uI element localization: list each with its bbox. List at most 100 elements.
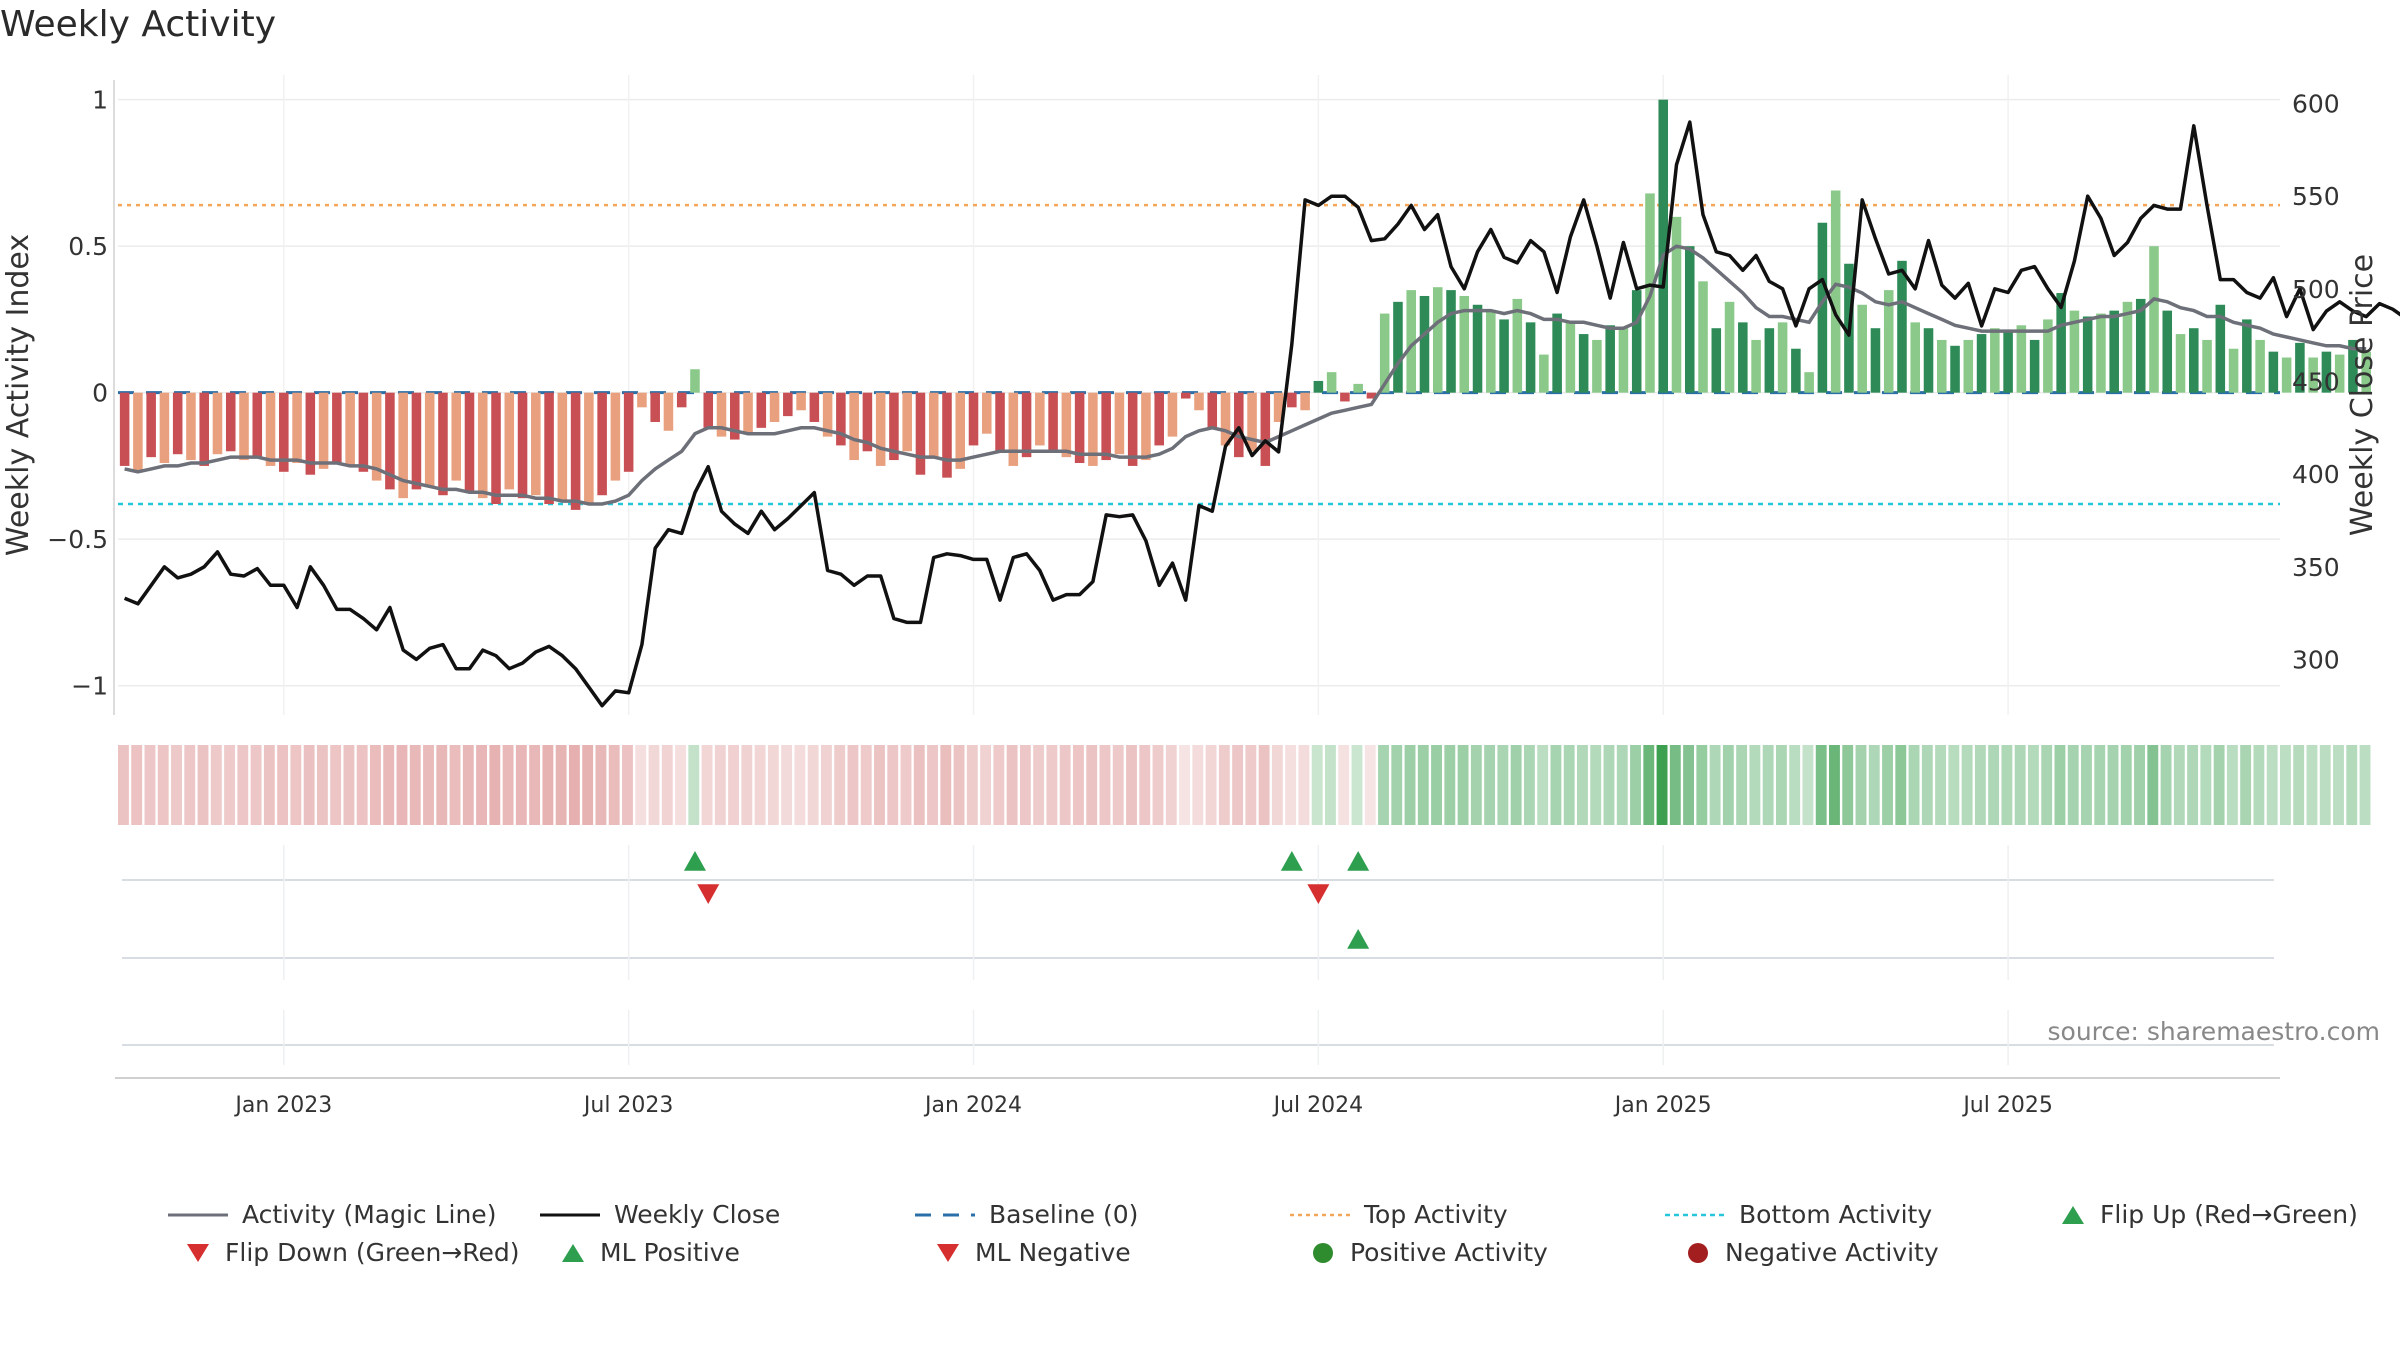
heat-cell (675, 745, 686, 825)
activity-bar (769, 392, 780, 422)
activity-bar (1897, 260, 1907, 393)
activity-bar (1870, 328, 1881, 393)
x-tick-label: Jan 2025 (1613, 1093, 1712, 1118)
activity-bar (212, 392, 223, 455)
heat-cell (913, 745, 925, 825)
activity-bar (623, 392, 634, 472)
heat-cell (1722, 745, 1734, 825)
activity-bar (756, 392, 767, 428)
activity-bar (332, 392, 342, 463)
activity-bar (1220, 392, 1231, 446)
heat-cell (1603, 745, 1615, 825)
activity-bar (1618, 328, 1629, 393)
heat-cell (834, 745, 846, 825)
heat-cell (303, 745, 315, 825)
legend-label: Negative Activity (1725, 1238, 1939, 1267)
heat-cell (2173, 745, 2185, 825)
heat-cell (1550, 745, 1562, 825)
heat-cell (1285, 745, 1297, 825)
heat-cell (1232, 745, 1244, 825)
heat-cell (2107, 745, 2119, 825)
activity-bar (318, 392, 329, 469)
heat-cell (608, 745, 620, 825)
heat-cell (1683, 745, 1695, 825)
heat-cell (423, 745, 434, 825)
activity-bar (1366, 392, 1377, 399)
heat-cell (171, 745, 182, 825)
heat-cell (144, 745, 156, 825)
heat-cell (157, 745, 169, 825)
activity-bar (875, 392, 886, 466)
heat-cell (1577, 745, 1588, 825)
legend-item: Top Activity (1290, 1200, 1508, 1229)
heat-cell (1139, 745, 1151, 825)
activity-bar (982, 392, 992, 434)
activity-bar (597, 392, 607, 496)
flip-up-marker (1347, 851, 1370, 871)
right-tick-label: 300 (2292, 645, 2340, 674)
activity-bar (1698, 281, 1708, 393)
heat-cell (1165, 745, 1177, 825)
heat-cell (1656, 745, 1668, 825)
legend-item: Weekly Close (540, 1200, 780, 1229)
heat-cell (1523, 745, 1535, 825)
heat-cell (2266, 745, 2278, 825)
legend-label: Baseline (0) (989, 1200, 1139, 1229)
heat-cell (1510, 745, 1522, 825)
legend-label: Flip Up (Red→Green) (2100, 1200, 2358, 1229)
heat-cell (741, 745, 753, 825)
heat-cell (754, 745, 766, 825)
heat-cell (2333, 745, 2344, 825)
activity-bar (1751, 339, 1761, 393)
activity-bar (1578, 334, 1589, 393)
legend-label: Flip Down (Green→Red) (225, 1238, 520, 1267)
heat-cell (1431, 745, 1442, 825)
activity-bar (1711, 328, 1722, 393)
heat-cell (237, 745, 249, 825)
heat-cell (515, 745, 527, 825)
activity-bar (1684, 246, 1695, 393)
heat-cell (2319, 745, 2331, 825)
heat-cell (966, 745, 978, 825)
heat-cell (1948, 745, 1960, 825)
heat-cell (1391, 745, 1403, 825)
heat-cell (2293, 745, 2305, 825)
legend-item: Bottom Activity (1665, 1200, 1932, 1229)
heat-cell (1364, 745, 1376, 825)
heat-cell (1630, 745, 1641, 825)
activity-bar (1194, 392, 1204, 411)
heat-cell (1974, 745, 1986, 825)
chart-title: Weekly Activity (0, 4, 277, 45)
left-tick-label: −1 (71, 672, 108, 701)
heat-cell (1815, 745, 1827, 825)
activity-bar (1936, 339, 1947, 393)
activity-bar (1764, 328, 1775, 393)
heat-cell (383, 745, 395, 825)
heat-cell (1059, 745, 1071, 825)
activity-bar (172, 392, 183, 455)
heat-cell (343, 745, 355, 825)
heat-cell (595, 745, 607, 825)
heat-cell (197, 745, 209, 825)
heat-cell (2081, 745, 2092, 825)
activity-bar (1141, 392, 1151, 461)
activity-bar (1512, 298, 1523, 393)
activity-bar (544, 392, 554, 505)
activity-bar (862, 392, 873, 452)
heat-cell (781, 745, 793, 825)
source-credit: source: sharemaestro.com (2048, 1017, 2381, 1046)
weekly-close-line (123, 120, 2400, 708)
activity-bar (239, 392, 249, 461)
heat-cell (1669, 745, 1681, 825)
activity-bar (265, 392, 276, 466)
heat-cell (1298, 745, 1310, 825)
activity-bar (345, 392, 355, 466)
activity-bar (159, 392, 170, 463)
heat-cell (1258, 745, 1270, 825)
heat-cell (1417, 745, 1429, 825)
heat-cell (1855, 745, 1867, 825)
activity-bar (1101, 392, 1111, 461)
heat-cell (1829, 745, 1840, 825)
activity-bar (716, 392, 727, 437)
activity-bar (199, 392, 209, 466)
